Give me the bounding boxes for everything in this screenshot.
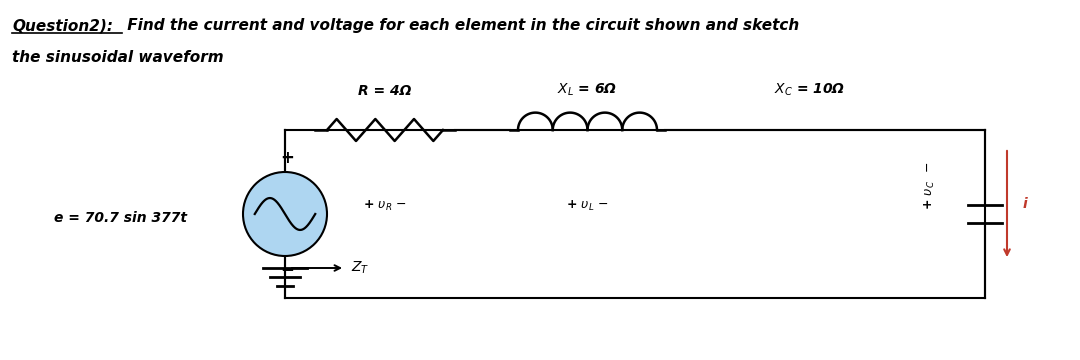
Text: $X_C$ = 10Ω: $X_C$ = 10Ω — [774, 82, 846, 98]
Circle shape — [243, 172, 327, 256]
Text: + $\upsilon_R$ $-$: + $\upsilon_R$ $-$ — [363, 199, 407, 213]
Text: R = 4Ω: R = 4Ω — [359, 84, 411, 98]
Text: +: + — [280, 149, 294, 167]
Text: + $\upsilon_C$  $-$: + $\upsilon_C$ $-$ — [923, 162, 937, 210]
Text: $Z_T$: $Z_T$ — [351, 260, 369, 276]
Text: $X_L$ = 6Ω: $X_L$ = 6Ω — [557, 82, 618, 98]
Text: Find the current and voltage for each element in the circuit shown and sketch: Find the current and voltage for each el… — [122, 18, 799, 33]
Text: i: i — [1023, 197, 1028, 211]
Text: + $\upsilon_L$ $-$: + $\upsilon_L$ $-$ — [566, 199, 609, 213]
Text: −: − — [280, 260, 294, 278]
Text: the sinusoidal waveform: the sinusoidal waveform — [12, 50, 224, 65]
Text: Question2):: Question2): — [12, 18, 113, 33]
Text: e = 70.7 sin 377t: e = 70.7 sin 377t — [54, 211, 187, 225]
